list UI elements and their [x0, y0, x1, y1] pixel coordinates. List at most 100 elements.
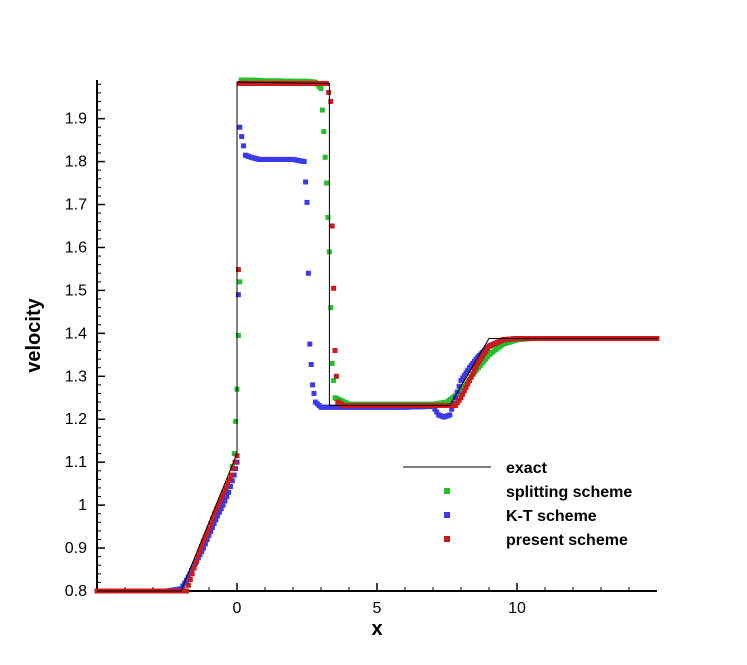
- data-point: [210, 516, 216, 522]
- plot-axes: 0.8 0.9 1 1.1 1.2 1.3 1.4 1.5 1.6 1.7 1.8 1.9 0 5 10 x v…: [23, 80, 657, 640]
- series-exact: [97, 81, 657, 592]
- data-point: [460, 391, 466, 397]
- data-point: [220, 502, 226, 508]
- data-point: [465, 367, 471, 373]
- legend-item-splitting-scheme: splitting scheme: [444, 484, 632, 501]
- y-axis-title: velocity: [23, 297, 45, 372]
- data-point: [325, 214, 331, 220]
- data-point: [213, 506, 219, 512]
- legend-item-k-t-scheme: K-T scheme: [444, 508, 597, 525]
- x-tick-label: 5: [373, 600, 382, 617]
- data-point: [229, 478, 235, 484]
- legend-item-exact: exact: [403, 460, 548, 477]
- data-point: [303, 179, 309, 185]
- data-point: [434, 409, 440, 415]
- chart-legend: exact splitting scheme K-T scheme present s…: [403, 460, 632, 549]
- data-point: [216, 509, 222, 515]
- legend-label: splitting scheme: [506, 484, 632, 501]
- data-point: [235, 292, 241, 298]
- data-point: [301, 159, 307, 165]
- data-point: [310, 382, 316, 388]
- data-point: [237, 124, 243, 130]
- data-point: [304, 199, 310, 205]
- data-point: [226, 489, 232, 495]
- series-layer: [94, 77, 660, 594]
- data-point: [189, 568, 195, 574]
- data-point: [184, 588, 190, 594]
- data-point: [458, 395, 464, 401]
- data-point: [223, 485, 229, 491]
- data-point: [227, 476, 233, 482]
- y-tick-label: 1.7: [65, 197, 87, 214]
- data-point: [189, 571, 195, 577]
- data-point: [328, 98, 334, 104]
- data-point: [458, 378, 464, 384]
- legend-marker-swatch: [444, 512, 450, 518]
- data-point: [329, 223, 335, 229]
- exact-line: [97, 81, 657, 592]
- data-point: [211, 521, 217, 527]
- data-point: [217, 498, 223, 504]
- data-point: [195, 554, 201, 560]
- data-point: [452, 395, 458, 401]
- legend-label: present scheme: [506, 532, 628, 549]
- x-tick-label: 0: [233, 600, 242, 617]
- data-point: [200, 539, 206, 545]
- data-point: [319, 107, 325, 113]
- data-point: [326, 89, 332, 95]
- data-point: [221, 489, 227, 495]
- data-point: [237, 279, 243, 285]
- data-point: [228, 472, 234, 478]
- data-point: [329, 360, 335, 366]
- y-tick-label: 0.9: [65, 540, 87, 557]
- data-point: [209, 524, 215, 530]
- y-tick-label: 1.6: [65, 239, 87, 256]
- data-point: [218, 506, 224, 512]
- y-tick-label: 1.9: [65, 111, 87, 128]
- data-point: [473, 364, 479, 370]
- data-point: [235, 333, 241, 338]
- y-tick-label: 1.2: [65, 411, 87, 428]
- data-point: [208, 521, 214, 527]
- legend-marker-swatch: [444, 488, 450, 494]
- legend-item-present-scheme: present scheme: [444, 532, 628, 549]
- data-point: [463, 370, 469, 376]
- data-point: [468, 374, 474, 380]
- data-point: [331, 378, 337, 384]
- data-point: [214, 513, 220, 519]
- data-point: [191, 565, 197, 571]
- x-tick-label: 10: [508, 600, 526, 617]
- data-point: [204, 530, 210, 536]
- data-point: [432, 406, 438, 412]
- data-point: [305, 270, 311, 276]
- data-point: [466, 378, 472, 384]
- x-axis-title: x: [371, 618, 382, 640]
- y-tick-label: 1.5: [65, 282, 87, 299]
- data-point: [199, 544, 205, 550]
- data-point: [471, 367, 477, 373]
- data-point: [322, 154, 328, 160]
- data-point: [328, 305, 334, 311]
- data-point: [452, 402, 458, 408]
- data-point: [232, 459, 238, 465]
- data-point: [321, 129, 327, 135]
- data-point: [447, 412, 453, 418]
- data-point: [235, 267, 241, 273]
- data-point: [224, 494, 230, 500]
- data-point: [461, 372, 467, 378]
- data-point: [470, 371, 476, 377]
- y-tick-label: 1: [78, 497, 87, 514]
- data-point: [206, 526, 212, 532]
- data-point: [208, 528, 214, 534]
- data-point: [324, 180, 330, 186]
- data-point: [213, 517, 219, 523]
- data-point: [449, 406, 455, 412]
- data-point: [219, 494, 225, 500]
- y-tick-label: 1.4: [65, 325, 87, 342]
- data-point: [461, 388, 467, 394]
- data-point: [463, 384, 469, 390]
- data-point: [202, 534, 208, 540]
- data-point: [465, 381, 471, 387]
- data-point: [234, 453, 240, 459]
